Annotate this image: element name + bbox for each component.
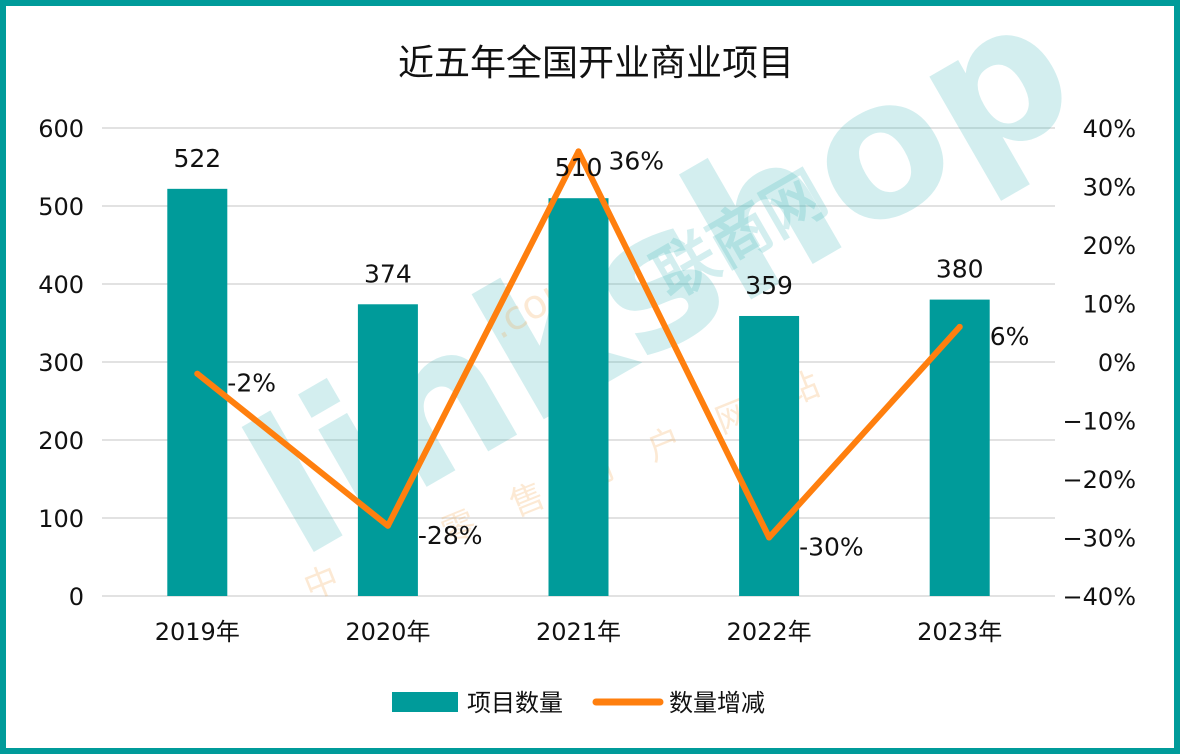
left-axis-tick: 600: [38, 115, 84, 143]
line-point: [575, 148, 582, 155]
bar-data-label: 510: [555, 153, 603, 182]
right-axis-tick: −30%: [1063, 525, 1136, 553]
legend-label-bar: 项目数量: [467, 689, 563, 717]
left-axis-tick: 200: [38, 427, 84, 455]
bar-data-label: 380: [936, 255, 984, 284]
line-point: [384, 522, 391, 529]
legend-label-line: 数量增减: [669, 689, 765, 717]
left-axis-tick: 0: [69, 583, 84, 611]
left-axis-tick: 100: [38, 505, 84, 533]
x-axis-tick: 2021年: [536, 618, 621, 646]
right-axis-tick: −10%: [1063, 408, 1136, 436]
line-data-label: -2%: [227, 369, 276, 398]
bar: [548, 198, 609, 596]
line-data-label: -30%: [799, 533, 864, 562]
line-point: [956, 323, 963, 330]
legend-swatch-bar: [392, 692, 458, 712]
x-axis-tick: 2023年: [917, 618, 1002, 646]
line-point: [194, 370, 201, 377]
right-axis-tick: 40%: [1083, 115, 1136, 143]
bar-data-label: 359: [745, 271, 793, 300]
bar-data-label: 374: [364, 259, 412, 288]
left-axis-tick: 300: [38, 349, 84, 377]
right-axis-tick: −40%: [1063, 583, 1136, 611]
bar: [929, 299, 990, 596]
bar: [357, 304, 418, 596]
line-data-label: 36%: [609, 146, 665, 175]
line-data-label: 6%: [990, 322, 1030, 351]
x-axis-tick: 2020年: [345, 618, 430, 646]
left-axis-tick: 500: [38, 193, 84, 221]
bar-data-label: 522: [173, 144, 221, 173]
left-axis-tick: 400: [38, 271, 84, 299]
axes: 0 100 200 300 400 500 600 −40% −30% −20% −10% 0% 10%…: [38, 115, 1136, 646]
line-point: [766, 534, 773, 541]
x-axis-tick: 2019年: [155, 618, 240, 646]
bar-series: [167, 188, 990, 596]
line-data-label: -28%: [418, 521, 483, 550]
data-labels: 522 374 510 359 380 -2% -28% 36% -30% 6%: [173, 144, 1029, 562]
right-axis-tick: 30%: [1083, 174, 1136, 202]
right-axis-tick: 10%: [1083, 291, 1136, 319]
chart-title: 近五年全国开业商业项目: [398, 43, 794, 84]
x-axis-tick: 2022年: [727, 618, 812, 646]
legend: 项目数量 数量增减: [392, 689, 765, 717]
line-series: [194, 148, 963, 541]
right-axis-tick: −20%: [1063, 466, 1136, 494]
right-axis-tick: 20%: [1083, 232, 1136, 260]
right-axis-tick: 0%: [1098, 349, 1136, 377]
bar: [739, 315, 800, 596]
